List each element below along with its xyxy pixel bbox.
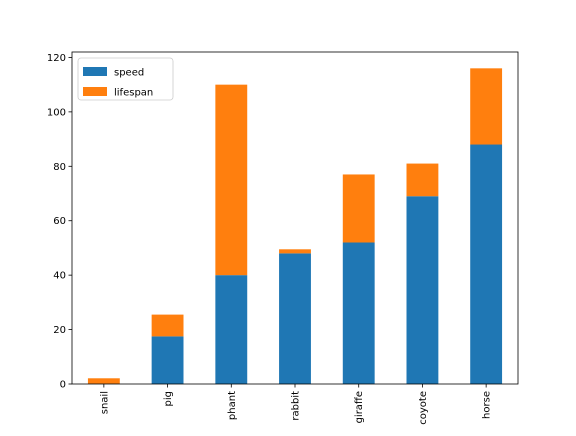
- bar-lifespan-snail: [88, 378, 120, 383]
- x-tick-label-rabbit: rabbit: [291, 391, 302, 421]
- y-tick-label: 20: [53, 325, 66, 336]
- x-tick-label-giraffe: giraffe: [354, 391, 365, 423]
- x-tick-label-pig: pig: [163, 391, 174, 406]
- bar-lifespan-phant: [215, 85, 247, 275]
- y-tick-label: 0: [60, 380, 66, 391]
- bar-lifespan-coyote: [407, 164, 439, 197]
- bar-lifespan-giraffe: [343, 174, 375, 242]
- legend-swatch-lifespan: [83, 87, 107, 96]
- y-tick-label: 60: [53, 216, 66, 227]
- x-tick-label-snail: snail: [99, 391, 110, 414]
- x-tick-label-coyote: coyote: [418, 391, 429, 425]
- legend-label-lifespan: lifespan: [114, 88, 153, 99]
- bar-speed-rabbit: [279, 253, 311, 384]
- y-tick-label: 120: [47, 53, 66, 64]
- legend-swatch-speed: [83, 67, 107, 76]
- y-tick-label: 100: [47, 107, 66, 118]
- x-tick-label-horse: horse: [482, 391, 493, 419]
- bar-speed-pig: [152, 336, 184, 384]
- bar-lifespan-horse: [470, 68, 502, 144]
- bar-lifespan-pig: [152, 315, 184, 337]
- y-tick-label: 40: [53, 271, 66, 282]
- x-tick-label-phant: phant: [227, 391, 238, 420]
- y-tick-label: 80: [53, 162, 66, 173]
- bar-speed-coyote: [407, 196, 439, 384]
- legend-label-speed: speed: [114, 68, 144, 79]
- bar-speed-horse: [470, 145, 502, 384]
- bar-lifespan-rabbit: [279, 249, 311, 253]
- bar-speed-phant: [215, 275, 247, 384]
- bar-speed-giraffe: [343, 242, 375, 384]
- legend: speed lifespan: [78, 58, 173, 100]
